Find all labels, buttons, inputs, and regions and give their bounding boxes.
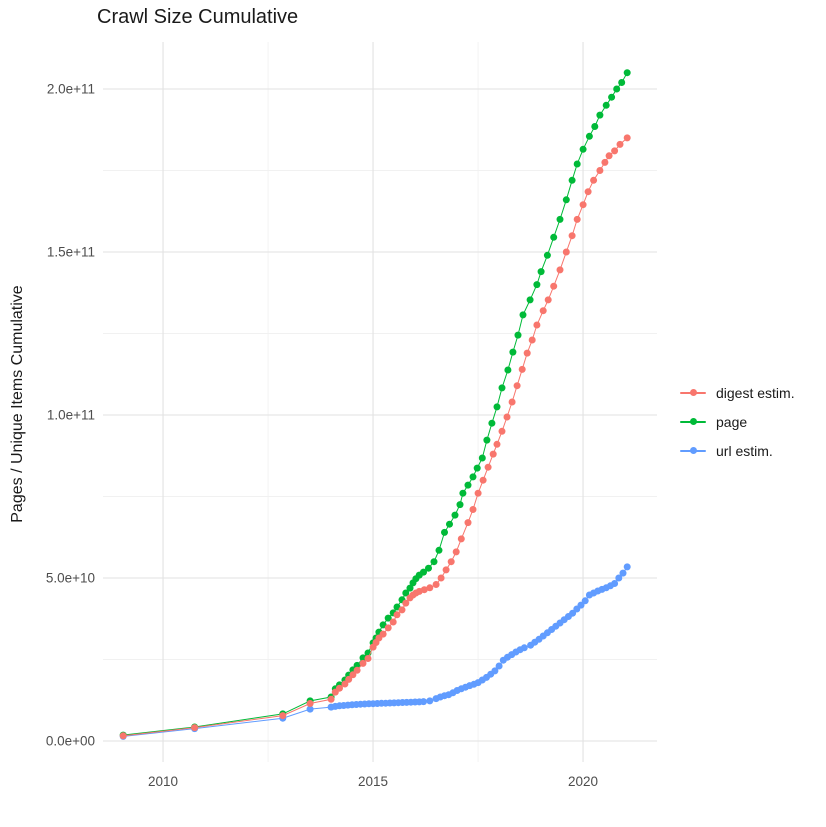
- legend-item-page: page: [680, 407, 795, 436]
- legend-key-page: [680, 418, 706, 426]
- point-swatch-icon: [689, 418, 697, 425]
- svg-text:2020: 2020: [568, 774, 598, 789]
- svg-text:1.0e+11: 1.0e+11: [47, 408, 95, 423]
- svg-text:1.5e+11: 1.5e+11: [47, 245, 95, 260]
- legend-label-page: page: [716, 413, 748, 430]
- legend-key-digest: [680, 389, 706, 397]
- legend-item-url-estim: url estim.: [680, 436, 795, 465]
- legend-item-digest-estim: digest estim.: [680, 378, 795, 407]
- legend-label-url: url estim.: [716, 442, 773, 459]
- legend: digest estim. page url estim.: [680, 378, 795, 465]
- chart-title: Crawl Size Cumulative: [97, 6, 299, 28]
- svg-text:5.0e+10: 5.0e+10: [46, 571, 95, 586]
- svg-text:2.0e+11: 2.0e+11: [47, 82, 95, 97]
- svg-text:0.0e+00: 0.0e+00: [46, 734, 95, 749]
- point-swatch-icon: [689, 389, 697, 396]
- svg-text:2010: 2010: [148, 774, 178, 789]
- legend-key-url: [680, 447, 706, 455]
- legend-label-digest: digest estim.: [716, 384, 795, 401]
- point-swatch-icon: [689, 447, 697, 454]
- svg-text:2015: 2015: [358, 774, 388, 789]
